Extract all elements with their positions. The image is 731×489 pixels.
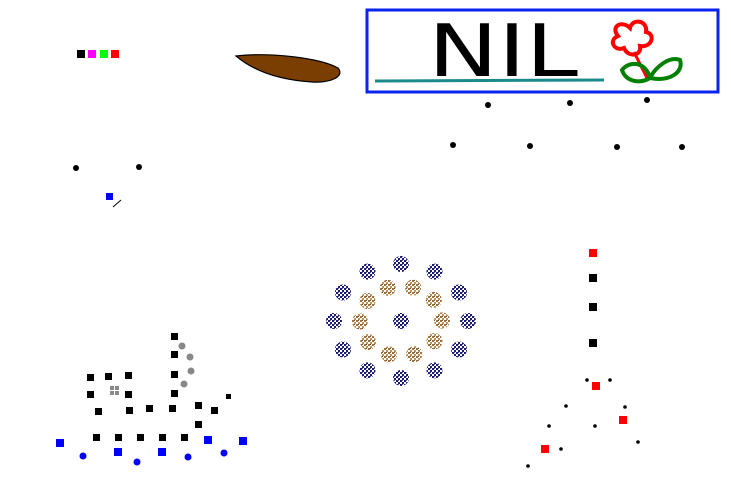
ring-outer-dot <box>451 284 468 301</box>
flower-icon <box>610 19 683 84</box>
ring-outer-dot <box>460 313 476 329</box>
dot-cluster-upper-right <box>450 97 685 150</box>
title-underline <box>374 78 605 83</box>
ring-outer-dot <box>426 362 443 379</box>
swatch-magenta <box>88 50 96 58</box>
ring-outer-dot <box>426 263 443 280</box>
dot-pair-left <box>73 164 142 171</box>
tower-cluster <box>526 249 640 468</box>
title-box: NIL <box>365 8 720 94</box>
ring-inner-dot <box>352 313 369 330</box>
swatch-black <box>77 50 85 58</box>
swatch-green <box>100 50 108 58</box>
ring-outer-dot <box>326 313 342 329</box>
leaf-icon <box>234 54 341 83</box>
ring-inner-dot <box>359 292 376 309</box>
ring-inner-dot <box>426 333 443 350</box>
ring-inner-dot <box>433 312 450 329</box>
ring-outer-dot <box>334 284 351 301</box>
ring-outer-dot <box>393 370 409 386</box>
ring-inner-dot <box>380 346 397 363</box>
ring-outer-dot <box>359 362 376 379</box>
boat-cluster <box>56 333 247 466</box>
pointer-icon[interactable] <box>106 193 122 208</box>
ring-inner-dot <box>406 346 423 363</box>
ring-inner-dot <box>379 279 396 296</box>
swatch-red <box>111 50 119 58</box>
ring-outer-dot <box>334 341 351 358</box>
ring-inner-dot <box>405 279 422 296</box>
ring-center-dot <box>393 313 409 329</box>
ring-outer-dot <box>359 263 376 280</box>
ring-inner-dot <box>360 333 377 350</box>
ring-inner-dot <box>425 292 442 309</box>
dot-ring-pattern <box>326 256 476 386</box>
ring-outer-dot <box>393 256 409 272</box>
ring-outer-dot <box>451 341 468 358</box>
color-swatches <box>77 50 119 58</box>
